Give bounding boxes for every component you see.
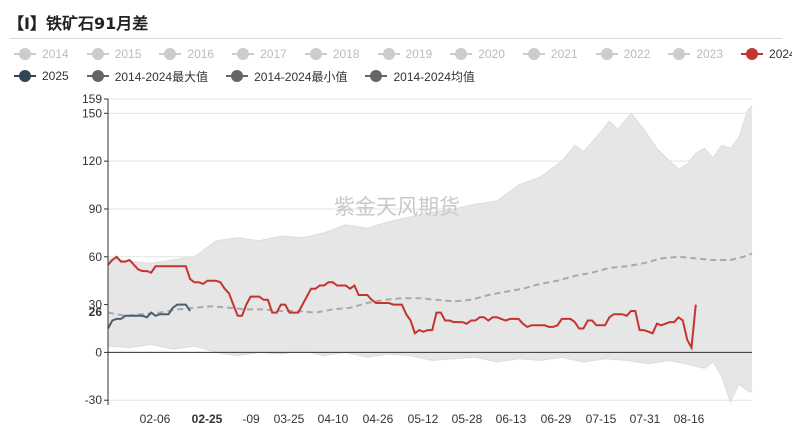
legend-label: 2014-2024最小值 (254, 69, 348, 84)
legend-item-2014-2024最小值[interactable]: 2014-2024最小值 (226, 68, 347, 85)
legend-item-2018[interactable]: 2018 (304, 47, 360, 61)
legend-label: 2021 (550, 47, 578, 61)
legend-label: 2015 (114, 47, 142, 61)
legend-item-2024[interactable]: 2024 (741, 47, 792, 61)
legend-item-2014[interactable]: 2014 (14, 47, 69, 61)
legend-marker-icon (304, 48, 327, 60)
legend-item-2015[interactable]: 2015 (86, 47, 142, 61)
legend-marker-icon (232, 48, 255, 60)
x-tick-label-04-10: 04-10 (318, 412, 349, 426)
legend-marker-icon (741, 48, 764, 60)
legend-item-2021[interactable]: 2021 (522, 47, 578, 61)
x-tick-label-07-31: 07-31 (630, 412, 661, 426)
legend-item-2023[interactable]: 2023 (668, 47, 723, 61)
legend: 2014 2015 2016 2017 2018 2019 2020 2021 2022 2023… (14, 43, 792, 87)
y-highlight-label: 26 (89, 305, 103, 319)
y-tick-label-30: 30 (89, 298, 103, 312)
legend-label: 2017 (260, 47, 287, 61)
legend-marker-icon (226, 70, 249, 82)
y-tick-label-159: 159 (82, 92, 102, 106)
legend-label: 2023 (696, 47, 724, 61)
x-tick-label-07-15: 07-15 (586, 412, 617, 426)
legend-row-2: 2025 2014-2024最大值 2014-2024最小值 2014-2024均值 (14, 65, 784, 87)
legend-label: 2014-2024均值 (393, 69, 475, 84)
legend-item-2017[interactable]: 2017 (232, 47, 287, 61)
x-tick-label-05-12: 05-12 (408, 412, 439, 426)
y-tick-label--30: -30 (85, 393, 103, 407)
series-line-avg (107, 252, 753, 317)
watermark: 紫金天风期货 (334, 195, 460, 219)
legend-label: 2024 (769, 47, 792, 61)
legend-item-2016[interactable]: 2016 (159, 47, 214, 61)
legend-label: 2022 (623, 47, 651, 61)
chart-title: 【I】铁矿石91月差 (8, 14, 149, 33)
legend-marker-icon (86, 70, 109, 82)
y-tick-label-150: 150 (82, 106, 102, 120)
x-tick-label--09: -09 (242, 412, 260, 426)
legend-label: 2019 (405, 47, 433, 61)
legend-label: 2014-2024最大值 (114, 69, 209, 84)
y-tick-label-120: 120 (82, 154, 102, 168)
series-line-2024 (107, 255, 697, 351)
legend-item-2014-2024均值[interactable]: 2014-2024均值 (365, 68, 475, 85)
legend-marker-icon (159, 48, 182, 60)
legend-item-2025[interactable]: 2025 (14, 69, 69, 83)
legend-marker-icon (365, 70, 388, 82)
x-tick-label-04-26: 04-26 (363, 412, 394, 426)
series-line-max (107, 105, 753, 264)
y-tick-label-60: 60 (89, 250, 103, 264)
legend-label: 2020 (478, 47, 505, 61)
series-line-2025 (107, 303, 191, 329)
x-tick-label-02-25: 02-25 (192, 412, 223, 426)
legend-row-1: 2014 2015 2016 2017 2018 2019 2020 2021 2022 2023… (14, 43, 792, 65)
legend-label: 2016 (187, 47, 215, 61)
legend-marker-icon (595, 48, 618, 60)
title-divider (10, 38, 782, 39)
x-tick-label-02-06: 02-06 (140, 412, 171, 426)
legend-marker-icon (377, 48, 400, 60)
legend-item-2020[interactable]: 2020 (450, 47, 505, 61)
x-tick-label-03-25: 03-25 (274, 412, 305, 426)
legend-item-2014-2024最大值[interactable]: 2014-2024最大值 (86, 68, 209, 85)
legend-marker-icon (522, 48, 545, 60)
legend-label: 2014 (42, 47, 69, 61)
x-tick-label-06-29: 06-29 (541, 412, 572, 426)
legend-marker-icon (668, 48, 691, 60)
legend-label: 2018 (332, 47, 360, 61)
x-tick-label-08-16: 08-16 (674, 412, 705, 426)
y-tick-label-0: 0 (95, 345, 102, 359)
x-tick-label-05-28: 05-28 (452, 412, 483, 426)
y-tick-label-90: 90 (89, 202, 103, 216)
legend-item-2019[interactable]: 2019 (377, 47, 433, 61)
x-tick-label-06-13: 06-13 (496, 412, 527, 426)
legend-label: 2025 (42, 69, 69, 83)
series-line-min (107, 343, 753, 404)
legend-item-2022[interactable]: 2022 (595, 47, 651, 61)
range-band-area (108, 105, 752, 402)
legend-marker-icon (450, 48, 473, 60)
legend-marker-icon (86, 48, 109, 60)
series-layer (107, 105, 753, 404)
legend-marker-icon (14, 70, 36, 82)
legend-marker-icon (14, 48, 36, 60)
